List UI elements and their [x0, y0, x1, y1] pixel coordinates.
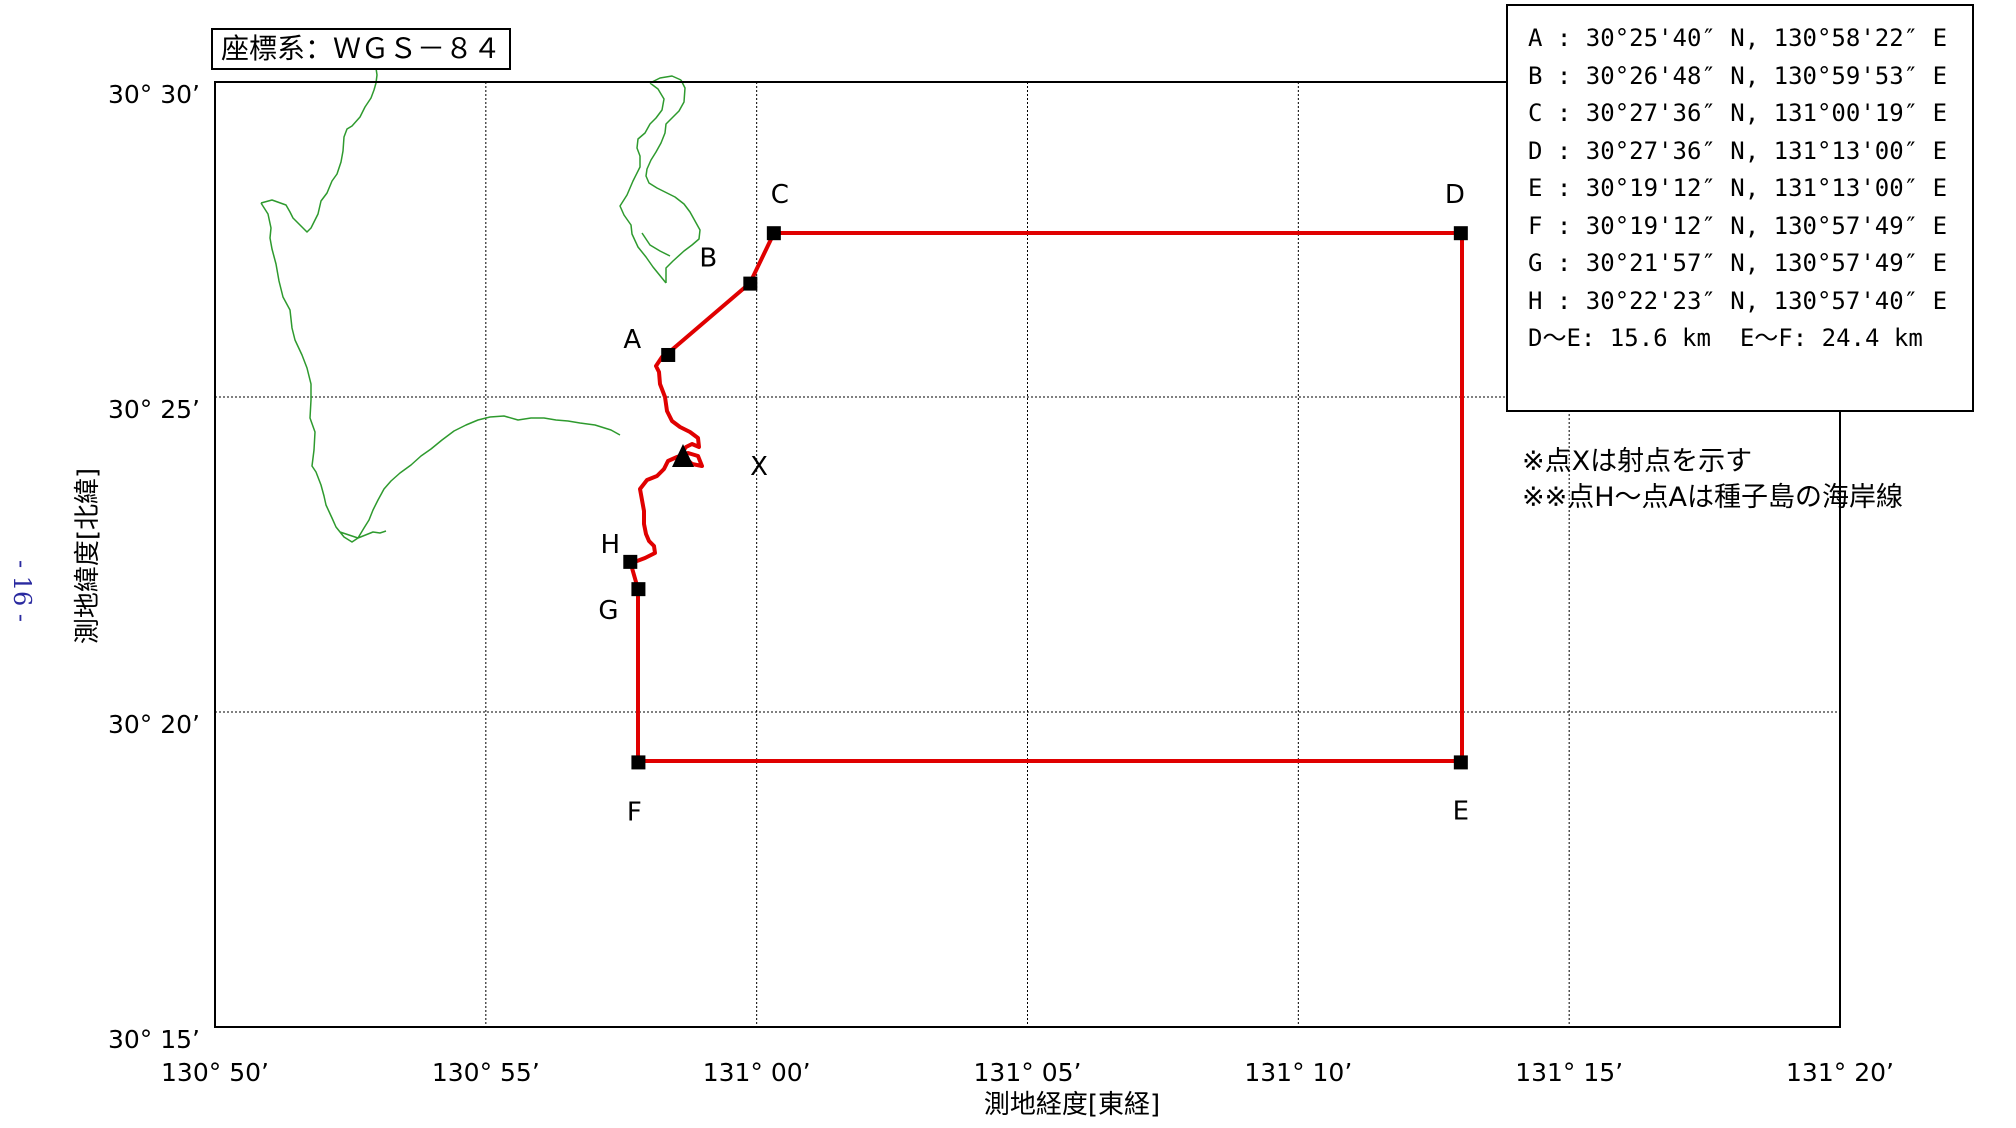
labels-layer: 130° 50’ 130° 55’ 131° 00’ 131° 05’ 131° 10’… [108, 80, 1894, 1087]
vertex-h-marker [623, 554, 638, 569]
vertex-b-label: B [699, 244, 717, 274]
legend-row-g: G : 30°21'57″ N, 130°57'49″ E [1528, 249, 1948, 277]
coordinate-system-label: 座標系：ＷＧＳ－８４ [211, 28, 512, 70]
x-tick-label: 130° 55’ [432, 1058, 540, 1087]
note-launch-point: ※点Xは射点を示す [1522, 446, 1753, 477]
x-axis-label: 測地経度[東経] [984, 1090, 1160, 1120]
vertex-e-marker [1453, 755, 1468, 770]
tanegashima-coastline-west [260, 62, 621, 543]
tanegashima-coastline [260, 62, 701, 543]
boundary-line-a-to-h [628, 231, 1464, 763]
x-tick-label: 131° 10’ [1244, 1058, 1352, 1087]
legend-row-e: E : 30°19'12″ N, 131°13'00″ E [1528, 174, 1948, 202]
legend-row-b: B : 30°26'48″ N, 130°59'53″ E [1528, 61, 1948, 90]
y-axis-label: 測地緯度[北緯] [73, 468, 103, 644]
prohibited-area [628, 231, 1464, 763]
legend-row-c: C : 30°27'36″ N, 131°00'19″ E [1528, 99, 1948, 127]
vertex-f-label: F [627, 797, 642, 827]
vertex-g-label: G [598, 596, 618, 626]
vertex-f-marker [631, 755, 646, 770]
launch-point-x-label: X [750, 452, 768, 482]
legend-row-h: H : 30°22'23″ N, 130°57'40″ E [1528, 286, 1948, 315]
page-number: - 16 - [8, 560, 36, 623]
vertex-d-marker [1453, 226, 1468, 241]
vertex-b-marker [743, 276, 758, 291]
y-tick-label: 30° 20’ [108, 710, 200, 739]
boundary-vertices [623, 226, 1468, 770]
x-tick-label: 131° 20’ [1786, 1058, 1894, 1087]
legend-row-f: F : 30°19'12″ N, 130°57'49″ E [1528, 211, 1948, 240]
x-tick-label: 130° 50’ [161, 1058, 269, 1087]
vertex-c-marker [766, 226, 781, 241]
vertex-a-label: A [623, 325, 641, 355]
x-tick-label: 131° 00’ [703, 1058, 811, 1087]
coastline-segment-h-to-a [628, 352, 704, 563]
tanegashima-coastline-east [619, 75, 701, 284]
coordinates-legend: A : 30°25'40″ N, 130°58'22″ E B : 30°26'… [1506, 4, 1974, 412]
legend-row-d: D : 30°27'36″ N, 131°13'00″ E [1528, 136, 1948, 165]
note-coastline: ※※点H〜点Aは種子島の海岸線 [1522, 482, 1904, 513]
legend-row-a: A : 30°25'40″ N, 130°58'22″ E [1528, 24, 1948, 52]
y-tick-label: 30° 30’ [108, 80, 200, 109]
x-tick-label: 131° 15’ [1515, 1058, 1623, 1087]
y-tick-label: 30° 15’ [108, 1025, 200, 1054]
vertex-d-label: D [1445, 180, 1465, 210]
x-tick-label: 131° 05’ [974, 1058, 1082, 1087]
launch-point-x-marker [672, 444, 694, 467]
y-tick-label: 30° 25’ [108, 395, 200, 424]
vertex-e-label: E [1453, 796, 1469, 826]
vertex-c-label: C [771, 180, 789, 210]
map-notes: ※点Xは射点を示す ※※点H〜点Aは種子島の海岸線 [1522, 444, 1903, 516]
vertex-h-label: H [601, 530, 621, 560]
vertex-a-marker [661, 347, 676, 362]
map-frame [214, 81, 1841, 1028]
vertex-g-marker [631, 582, 646, 597]
graticule-grid [215, 82, 1840, 1027]
legend-row-distances: D〜E: 15.6 km E〜F: 24.4 km [1528, 324, 1923, 352]
